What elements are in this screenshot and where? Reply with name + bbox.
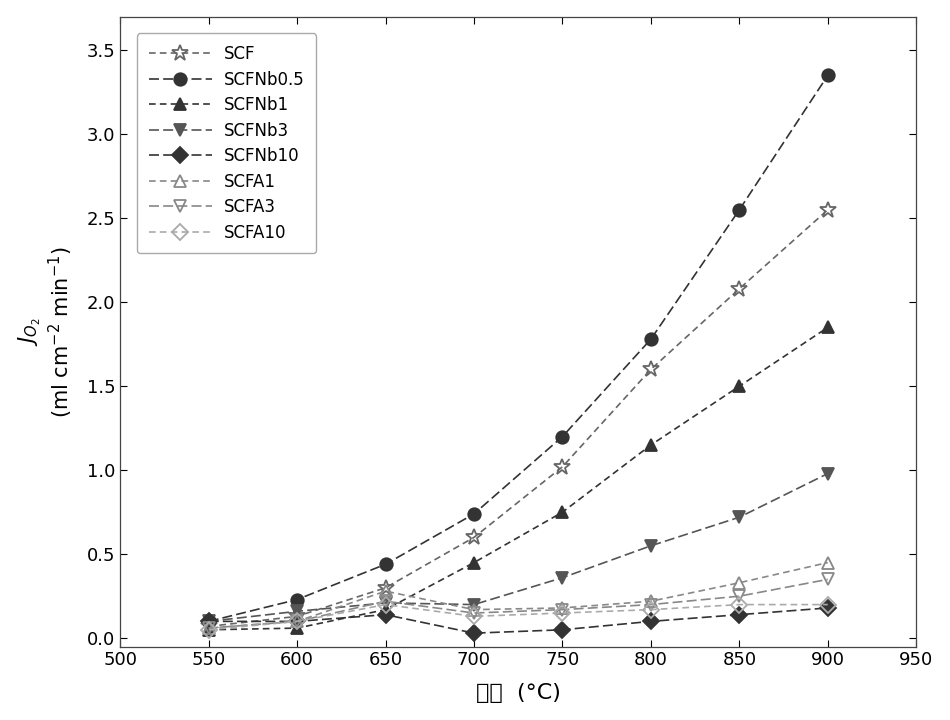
- SCFA1: [203, 624, 215, 632]
- SCFNb3: [380, 598, 391, 607]
- SCFA10: [557, 608, 568, 617]
- SCFA3: [292, 617, 303, 626]
- Line: SCFNb10: SCFNb10: [203, 603, 833, 639]
- SCFA3: [468, 608, 480, 617]
- SCF: [645, 365, 656, 374]
- Line: SCF: SCF: [200, 202, 836, 635]
- SCF: [292, 612, 303, 621]
- Line: SCFA1: SCFA1: [202, 557, 834, 634]
- SCFNb3: [468, 600, 480, 609]
- SCFNb10: [468, 629, 480, 637]
- Line: SCFNb3: SCFNb3: [202, 467, 834, 628]
- SCFNb1: [203, 626, 215, 634]
- SCFNb0.5: [822, 71, 833, 80]
- SCFNb1: [468, 558, 480, 567]
- SCFNb10: [380, 611, 391, 619]
- SCF: [822, 205, 833, 214]
- SCFA10: [733, 600, 745, 609]
- SCFA3: [822, 575, 833, 584]
- SCFNb0.5: [380, 560, 391, 569]
- SCFA1: [292, 617, 303, 626]
- SCFA1: [733, 578, 745, 587]
- SCFNb1: [557, 508, 568, 516]
- SCFNb3: [203, 617, 215, 626]
- X-axis label: 温度  (°C): 温度 (°C): [476, 683, 560, 703]
- SCFNb10: [292, 617, 303, 626]
- SCFNb1: [645, 441, 656, 449]
- SCFNb0.5: [203, 617, 215, 626]
- SCFA1: [380, 587, 391, 595]
- SCFNb3: [292, 607, 303, 616]
- SCFNb10: [203, 617, 215, 626]
- SCFA1: [557, 603, 568, 612]
- SCFA10: [822, 600, 833, 609]
- SCFA10: [468, 612, 480, 621]
- SCFA10: [203, 626, 215, 634]
- SCFNb1: [822, 323, 833, 332]
- SCFNb3: [645, 541, 656, 550]
- SCF: [203, 622, 215, 631]
- SCFNb10: [557, 626, 568, 634]
- SCFA3: [557, 606, 568, 614]
- SCFNb0.5: [468, 510, 480, 518]
- SCFNb3: [822, 469, 833, 478]
- SCF: [557, 462, 568, 471]
- SCFNb1: [733, 382, 745, 390]
- SCFA3: [203, 624, 215, 632]
- SCFA10: [380, 600, 391, 609]
- SCFA3: [645, 600, 656, 609]
- Line: SCFA10: SCFA10: [203, 599, 833, 635]
- SCFA1: [822, 558, 833, 567]
- Y-axis label: $J_{O_2}$
(ml cm$^{-2}$ min$^{-1}$): $J_{O_2}$ (ml cm$^{-2}$ min$^{-1}$): [17, 246, 75, 418]
- SCFA1: [645, 597, 656, 606]
- SCFNb0.5: [733, 205, 745, 214]
- SCF: [468, 533, 480, 541]
- SCFNb0.5: [557, 432, 568, 441]
- SCFNb1: [292, 624, 303, 632]
- SCF: [733, 284, 745, 293]
- SCFA1: [468, 606, 480, 614]
- SCF: [380, 583, 391, 592]
- SCFNb0.5: [292, 595, 303, 604]
- Line: SCFNb0.5: SCFNb0.5: [202, 69, 834, 628]
- SCFA3: [733, 592, 745, 600]
- Line: SCFA3: SCFA3: [202, 573, 834, 634]
- SCFA10: [645, 606, 656, 614]
- SCFNb3: [557, 573, 568, 582]
- SCFNb0.5: [645, 335, 656, 343]
- SCFNb10: [822, 603, 833, 612]
- SCFNb1: [380, 606, 391, 614]
- Legend: SCF, SCFNb0.5, SCFNb1, SCFNb3, SCFNb10, SCFA1, SCFA3, SCFA10: SCF, SCFNb0.5, SCFNb1, SCFNb3, SCFNb10, …: [137, 33, 316, 253]
- SCFNb3: [733, 513, 745, 521]
- SCFA3: [380, 597, 391, 606]
- SCFNb10: [733, 611, 745, 619]
- Line: SCFNb1: SCFNb1: [202, 321, 834, 636]
- SCFNb10: [645, 617, 656, 626]
- SCFA10: [292, 617, 303, 626]
